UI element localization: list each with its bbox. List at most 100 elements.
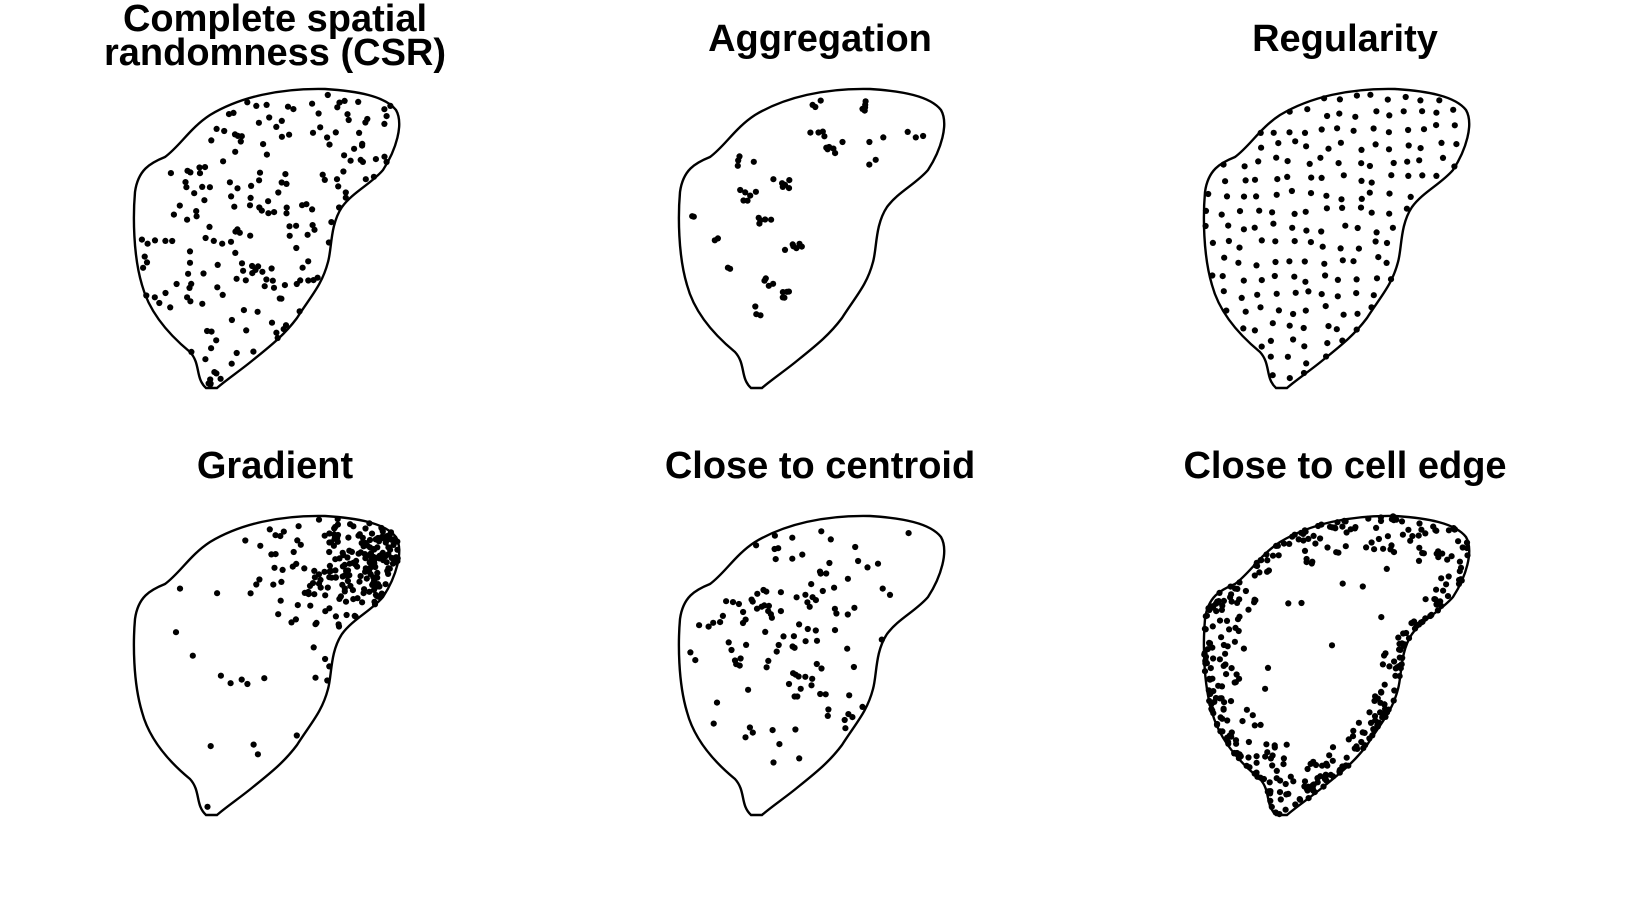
spot-point [272, 551, 279, 558]
spot-point [173, 280, 180, 288]
spot-point [1251, 327, 1258, 334]
spot-point [1271, 744, 1278, 751]
spot-point [786, 177, 793, 184]
spot-point [1288, 187, 1295, 195]
spot-point [765, 608, 772, 615]
spot-point [228, 316, 235, 324]
spot-point [819, 587, 826, 595]
spot-point [202, 356, 209, 363]
spot-point [1270, 220, 1277, 227]
spot-point [1391, 687, 1398, 694]
spot-point [802, 591, 809, 598]
spot-point [332, 129, 339, 136]
spot-point [1289, 533, 1296, 540]
spot-point [1353, 290, 1360, 297]
spot-point [167, 170, 174, 177]
spot-point [1252, 597, 1259, 604]
spot-point [228, 193, 235, 200]
spot-point [1205, 190, 1212, 198]
spot-point [311, 226, 318, 233]
spot-point [259, 268, 266, 275]
spot-point [217, 672, 224, 679]
spot-point [1273, 767, 1280, 774]
spot-point [1275, 552, 1282, 559]
spot-point [293, 732, 300, 739]
spot-point [1257, 129, 1264, 136]
spot-point [186, 284, 193, 291]
spot-point [247, 194, 254, 201]
spot-point [1284, 158, 1291, 165]
spot-point [1390, 697, 1397, 704]
spot-point [1301, 547, 1309, 554]
spot-point [311, 574, 318, 581]
spot-point [1286, 540, 1293, 547]
spot-point [1201, 650, 1208, 657]
spot-point [226, 179, 233, 186]
spot-point [213, 125, 220, 132]
spot-point [1448, 553, 1455, 560]
spot-point [196, 164, 203, 171]
spot-point [827, 536, 834, 543]
spot-point [850, 663, 857, 671]
spot-point [710, 619, 717, 626]
spot-point [176, 202, 183, 209]
spot-point [1384, 533, 1391, 540]
spot-point [1371, 546, 1378, 553]
cell-outline [1202, 87, 1471, 390]
spot-point [1292, 138, 1299, 145]
spot-point [345, 534, 352, 541]
spot-point [1224, 717, 1231, 724]
spot-point [785, 680, 793, 688]
spot-point [1218, 695, 1225, 702]
spot-point [184, 167, 191, 174]
spot-point [278, 578, 285, 585]
spot-point [812, 627, 819, 634]
spot-point [1381, 681, 1388, 688]
spot-point [206, 223, 213, 230]
spot-point [305, 277, 312, 284]
spot-point [1291, 210, 1298, 217]
spot-point [227, 680, 234, 687]
spot-point [1256, 207, 1263, 214]
spot-point [761, 277, 768, 284]
spot-point [1385, 146, 1393, 153]
spot-point [1258, 277, 1265, 284]
spot-point [189, 652, 196, 659]
spot-point [839, 138, 846, 146]
spot-point [1322, 303, 1329, 310]
spot-point [859, 703, 866, 710]
spot-point [311, 567, 318, 574]
spot-point [1367, 91, 1374, 98]
spot-point [1358, 160, 1365, 167]
spot-point [1415, 532, 1422, 539]
spot-point [1219, 715, 1226, 722]
spot-point [283, 204, 290, 211]
spot-point [184, 216, 191, 223]
spot-point [324, 584, 331, 591]
spot-point [1253, 759, 1260, 766]
spot-point [846, 692, 853, 699]
spot-point [1340, 172, 1347, 179]
spot-point [266, 526, 273, 533]
spot-point [804, 625, 811, 633]
spot-point [201, 164, 209, 171]
spot-point [1249, 712, 1256, 719]
spot-point [1264, 664, 1272, 671]
spot-point [768, 216, 775, 223]
spot-point [372, 156, 379, 163]
spot-point [1404, 158, 1411, 165]
panel-csr: Complete spatial randomness (CSR) [5, 0, 545, 450]
spot-point [1256, 569, 1263, 576]
spot-point [1303, 227, 1310, 234]
spot-point [713, 699, 721, 706]
spot-point [1216, 589, 1223, 596]
spot-point [1420, 126, 1428, 133]
spot-point [390, 541, 397, 548]
spot-point [322, 655, 329, 663]
spot-point [1306, 160, 1313, 167]
spot-point [1405, 635, 1413, 642]
spot-point [1223, 193, 1231, 200]
spot-point [238, 133, 245, 140]
spot-point [339, 549, 346, 556]
